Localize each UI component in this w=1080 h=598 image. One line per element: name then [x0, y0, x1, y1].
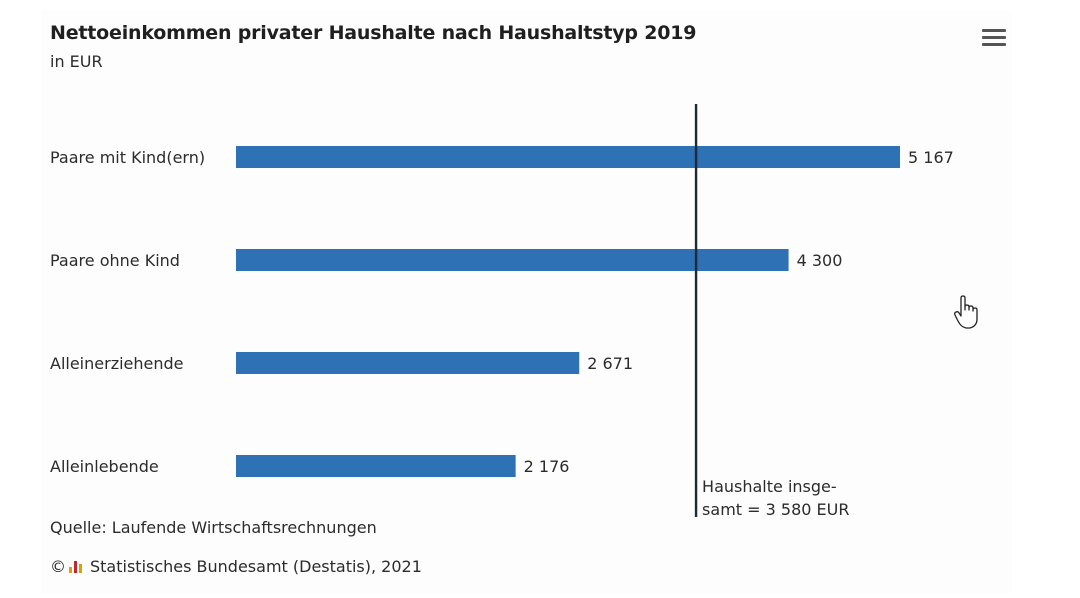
category-label: Alleinlebende: [50, 457, 159, 476]
data-label: 2 671: [587, 354, 633, 373]
bar: [236, 352, 580, 374]
bar: [236, 455, 516, 477]
copyright-text: Statistisches Bundesamt (Destatis), 2021: [90, 557, 422, 576]
category-label: Paare ohne Kind: [50, 251, 180, 270]
chart-panel: [41, 10, 1012, 594]
category-label: Paare mit Kind(ern): [50, 148, 205, 167]
category-label: Alleinerziehende: [50, 354, 184, 373]
data-label: 4 300: [797, 251, 843, 270]
bar: [236, 146, 900, 168]
logo-bar: [69, 567, 72, 573]
hamburger-menu-icon[interactable]: [978, 24, 1010, 52]
chart-title: Nettoeinkommen privater Haushalte nach H…: [50, 22, 697, 44]
copyright-symbol: ©: [50, 557, 66, 576]
data-label: 2 176: [524, 457, 570, 476]
hand-pointer-cursor-icon: [954, 295, 978, 329]
source-note: Quelle: Laufende Wirtschaftsrechnungen: [50, 518, 377, 537]
logo-bar: [74, 561, 77, 573]
reference-line-label: Haushalte insge-: [702, 477, 837, 496]
logo-bar: [79, 564, 82, 573]
data-label: 5 167: [908, 148, 954, 167]
reference-line-label: samt = 3 580 EUR: [702, 500, 849, 519]
destatis-logo: [69, 560, 85, 573]
bar: [236, 249, 789, 271]
chart-subtitle: in EUR: [50, 52, 103, 71]
copyright-note: © Statistisches Bundesamt (Destatis), 20…: [50, 557, 422, 576]
